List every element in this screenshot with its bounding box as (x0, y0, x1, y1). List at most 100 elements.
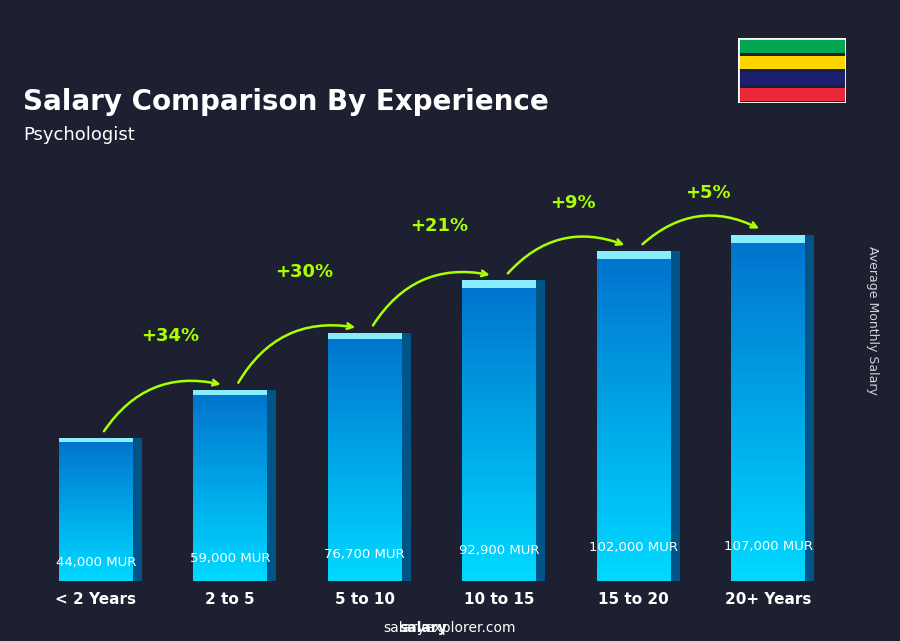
Bar (732, 399, 806, 408)
Bar (738, 88, 846, 101)
Bar (328, 506, 401, 512)
Bar (732, 382, 806, 390)
Bar (597, 259, 670, 267)
Bar (58, 499, 132, 503)
Bar (328, 469, 401, 475)
Bar (58, 531, 132, 535)
Bar (194, 428, 267, 433)
Bar (597, 333, 670, 342)
Bar (58, 438, 132, 442)
Bar (194, 423, 267, 428)
Bar (597, 374, 670, 383)
Bar (328, 531, 401, 537)
Bar (194, 504, 267, 509)
Bar (58, 503, 132, 506)
Bar (194, 399, 267, 404)
Bar (732, 425, 806, 433)
Bar (194, 419, 267, 423)
Bar (732, 416, 806, 425)
Bar (58, 563, 132, 567)
Text: salary: salary (399, 620, 447, 635)
Bar (597, 523, 670, 531)
Text: +9%: +9% (551, 194, 596, 212)
Bar (463, 348, 536, 355)
Bar (58, 445, 132, 449)
Bar (597, 325, 670, 333)
Bar (463, 551, 536, 558)
Bar (58, 556, 132, 560)
Bar (732, 278, 806, 287)
Bar (328, 537, 401, 544)
Bar (267, 390, 276, 581)
Bar (732, 296, 806, 304)
Bar (597, 540, 670, 547)
Bar (194, 466, 267, 471)
Bar (194, 456, 267, 462)
Bar (597, 498, 670, 506)
Bar (328, 519, 401, 525)
Bar (58, 463, 132, 467)
Bar (597, 292, 670, 301)
Bar (328, 432, 401, 438)
Bar (463, 520, 536, 528)
Bar (58, 528, 132, 531)
Bar (597, 366, 670, 374)
Bar (732, 520, 806, 529)
Bar (463, 310, 536, 318)
Bar (463, 490, 536, 498)
Bar (194, 571, 267, 576)
Bar (732, 460, 806, 468)
Bar (328, 333, 401, 339)
Bar (463, 506, 536, 513)
Bar (597, 251, 670, 259)
Bar (58, 481, 132, 485)
Bar (597, 490, 670, 498)
Bar (58, 549, 132, 552)
Bar (194, 447, 267, 452)
Bar (328, 494, 401, 500)
Bar (58, 470, 132, 474)
Text: Average Monthly Salary: Average Monthly Salary (867, 246, 879, 395)
Text: Psychologist: Psychologist (23, 126, 135, 144)
Bar (732, 494, 806, 503)
Bar (597, 308, 670, 317)
Text: 76,700 MUR: 76,700 MUR (324, 548, 405, 561)
Bar (58, 506, 132, 510)
Bar (328, 475, 401, 481)
Text: +21%: +21% (410, 217, 468, 235)
Bar (194, 538, 267, 542)
Bar (328, 426, 401, 432)
Bar (194, 490, 267, 495)
Bar (597, 515, 670, 523)
Bar (463, 303, 536, 310)
Bar (597, 317, 670, 325)
Bar (732, 390, 806, 399)
Bar (463, 333, 536, 340)
Bar (328, 345, 401, 351)
Bar (58, 460, 132, 463)
Bar (597, 432, 670, 440)
Bar (58, 467, 132, 470)
Bar (58, 542, 132, 545)
Text: 107,000 MUR: 107,000 MUR (724, 540, 813, 553)
Bar (194, 509, 267, 514)
Bar (732, 304, 806, 313)
Bar (732, 451, 806, 460)
Bar (597, 564, 670, 572)
Bar (194, 404, 267, 409)
Bar (732, 287, 806, 296)
Bar (328, 451, 401, 456)
Bar (463, 431, 536, 438)
Bar (806, 235, 814, 581)
Bar (58, 520, 132, 524)
Bar (58, 456, 132, 460)
Bar (58, 560, 132, 563)
Bar (597, 531, 670, 540)
Bar (732, 485, 806, 494)
Bar (597, 506, 670, 515)
Bar (194, 557, 267, 562)
Bar (58, 538, 132, 542)
Bar (463, 326, 536, 333)
Bar (597, 342, 670, 350)
Bar (463, 460, 536, 468)
